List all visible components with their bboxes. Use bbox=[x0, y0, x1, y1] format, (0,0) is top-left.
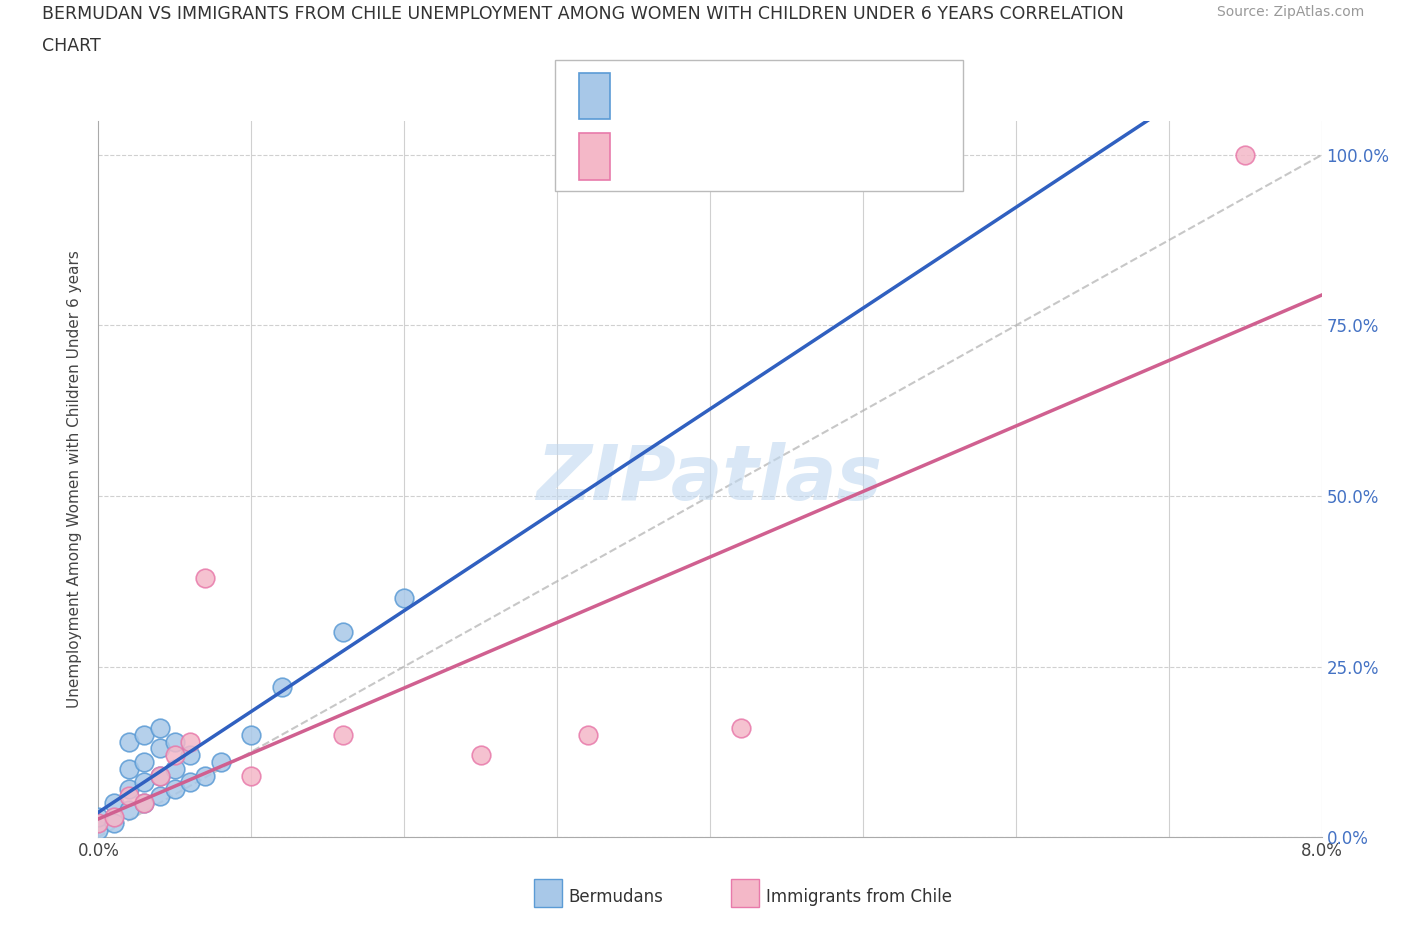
Point bbox=[194, 768, 217, 783]
Point bbox=[87, 816, 110, 830]
Point bbox=[134, 775, 156, 790]
Point bbox=[163, 748, 186, 763]
Point bbox=[149, 768, 172, 783]
Point bbox=[87, 823, 110, 838]
Point bbox=[118, 789, 141, 804]
Point bbox=[240, 727, 263, 742]
Text: R = 0.872   N = 14: R = 0.872 N = 14 bbox=[621, 141, 806, 159]
Point bbox=[134, 795, 156, 810]
Point bbox=[240, 768, 263, 783]
Point bbox=[118, 803, 141, 817]
Text: ZIPatlas: ZIPatlas bbox=[537, 442, 883, 516]
Point bbox=[118, 762, 141, 777]
Text: CHART: CHART bbox=[42, 37, 101, 55]
Text: Immigrants from Chile: Immigrants from Chile bbox=[766, 888, 952, 907]
Point bbox=[163, 762, 186, 777]
Point bbox=[1234, 148, 1257, 163]
Point bbox=[149, 741, 172, 756]
Point bbox=[179, 734, 201, 749]
Text: Bermudans: Bermudans bbox=[568, 888, 662, 907]
Point bbox=[149, 768, 172, 783]
Point bbox=[87, 809, 110, 824]
Point bbox=[163, 734, 186, 749]
Y-axis label: Unemployment Among Women with Children Under 6 years: Unemployment Among Women with Children U… bbox=[67, 250, 83, 708]
Point bbox=[134, 795, 156, 810]
Point bbox=[103, 795, 125, 810]
Point bbox=[103, 816, 125, 830]
Point bbox=[134, 727, 156, 742]
Point bbox=[332, 625, 354, 640]
Point bbox=[179, 775, 201, 790]
Point bbox=[118, 734, 141, 749]
Point bbox=[118, 782, 141, 797]
Point bbox=[163, 782, 186, 797]
Point bbox=[149, 721, 172, 736]
Point bbox=[332, 727, 354, 742]
Text: R = 0.422   N = 27: R = 0.422 N = 27 bbox=[621, 81, 806, 99]
Point bbox=[270, 680, 294, 695]
Text: BERMUDAN VS IMMIGRANTS FROM CHILE UNEMPLOYMENT AMONG WOMEN WITH CHILDREN UNDER 6: BERMUDAN VS IMMIGRANTS FROM CHILE UNEMPL… bbox=[42, 5, 1123, 22]
Point bbox=[209, 754, 232, 769]
Point bbox=[576, 727, 599, 742]
Text: Source: ZipAtlas.com: Source: ZipAtlas.com bbox=[1216, 5, 1364, 19]
Point bbox=[149, 789, 172, 804]
Point bbox=[730, 721, 752, 736]
Point bbox=[470, 748, 492, 763]
Point bbox=[134, 754, 156, 769]
Point bbox=[392, 591, 416, 605]
Point bbox=[103, 809, 125, 824]
Point bbox=[179, 748, 201, 763]
Point bbox=[194, 570, 217, 585]
